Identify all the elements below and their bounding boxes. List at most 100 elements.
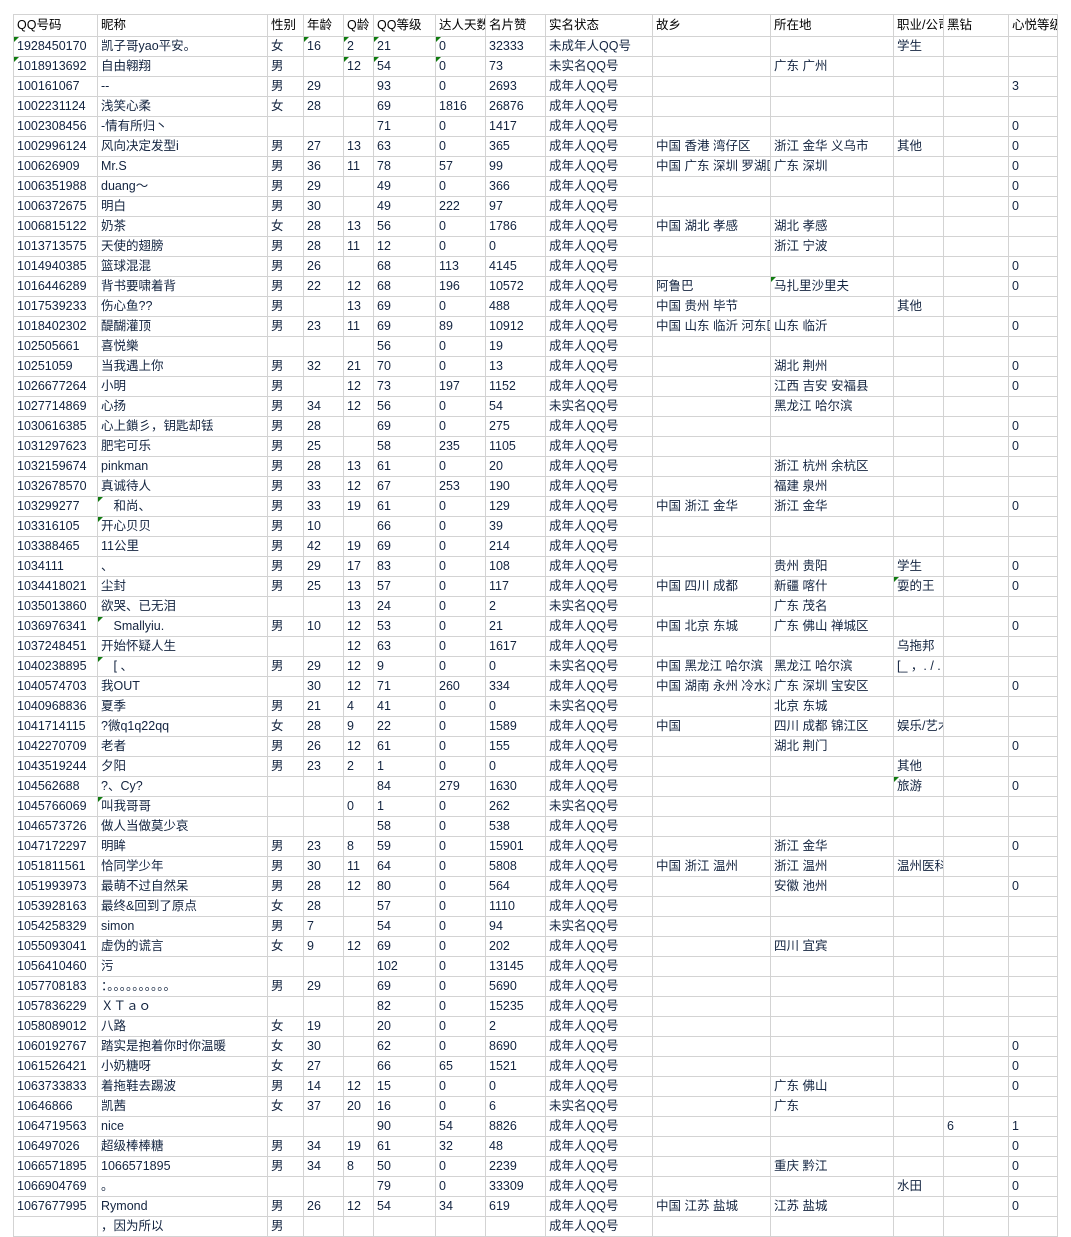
cell-daren-days[interactable]: 196 [435, 276, 486, 297]
cell-daren-days[interactable]: 0 [435, 556, 486, 577]
cell-qq[interactable]: 100626909 [13, 156, 98, 177]
cell-age[interactable] [303, 116, 344, 137]
cell-job[interactable] [893, 1216, 944, 1237]
cell-realname-status[interactable]: 成年人QQ号 [545, 216, 653, 237]
cell-realname-status[interactable]: 成年人QQ号 [545, 576, 653, 597]
cell-hometown[interactable] [652, 1016, 771, 1037]
cell-gender[interactable]: 女 [267, 1036, 304, 1057]
cell-card-likes[interactable]: 15235 [485, 996, 546, 1017]
cell-location[interactable] [770, 956, 894, 977]
cell-realname-status[interactable]: 成年人QQ号 [545, 776, 653, 797]
cell-gender[interactable]: 女 [267, 216, 304, 237]
cell-age[interactable]: 29 [303, 556, 344, 577]
cell-qq-level[interactable]: 70 [373, 356, 436, 377]
cell-job[interactable] [893, 896, 944, 917]
cell-black-diamond[interactable] [943, 276, 1009, 297]
cell-qq-level[interactable]: 102 [373, 956, 436, 977]
cell-job[interactable] [893, 276, 944, 297]
cell-age[interactable]: 28 [303, 896, 344, 917]
cell-qq[interactable]: 10251059 [13, 356, 98, 377]
cell-realname-status[interactable]: 成年人QQ号 [545, 1076, 653, 1097]
cell-job[interactable] [893, 596, 944, 617]
cell-black-diamond[interactable] [943, 596, 1009, 617]
cell-card-likes[interactable]: 97 [485, 196, 546, 217]
cell-xinyue-level[interactable]: 0 [1008, 196, 1058, 217]
cell-location[interactable]: 浙江 金华 义乌市 [770, 136, 894, 157]
cell-realname-status[interactable]: 成年人QQ号 [545, 856, 653, 877]
cell-black-diamond[interactable] [943, 1196, 1009, 1217]
cell-card-likes[interactable]: 262 [485, 796, 546, 817]
cell-location[interactable]: 四川 成都 锦江区 [770, 716, 894, 737]
cell-qq[interactable]: 106497026 [13, 1136, 98, 1157]
cell-qq-level[interactable]: 61 [373, 1136, 436, 1157]
cell-age[interactable]: 32 [303, 356, 344, 377]
cell-job[interactable] [893, 1096, 944, 1117]
cell-card-likes[interactable]: 155 [485, 736, 546, 757]
cell-realname-status[interactable]: 成年人QQ号 [545, 356, 653, 377]
cell-job[interactable] [893, 356, 944, 377]
cell-job[interactable] [893, 836, 944, 857]
cell-qage[interactable]: 11 [343, 316, 374, 337]
cell-xinyue-level[interactable]: 0 [1008, 1076, 1058, 1097]
cell-hometown[interactable] [652, 976, 771, 997]
cell-daren-days[interactable]: 54 [435, 1116, 486, 1137]
cell-nickname[interactable]: 最终&回到了原点 [97, 896, 268, 917]
cell-card-likes[interactable]: 2693 [485, 76, 546, 97]
cell-xinyue-level[interactable]: 0 [1008, 1136, 1058, 1157]
cell-black-diamond[interactable] [943, 996, 1009, 1017]
cell-qage[interactable]: 12 [343, 276, 374, 297]
cell-nickname[interactable]: 八路 [97, 1016, 268, 1037]
cell-qq[interactable]: 1041714115 [13, 716, 98, 737]
cell-job[interactable]: 水田 [893, 1176, 944, 1197]
cell-daren-days[interactable]: 0 [435, 976, 486, 997]
cell-realname-status[interactable]: 成年人QQ号 [545, 276, 653, 297]
cell-location[interactable]: 马扎里沙里夫 [770, 276, 894, 297]
cell-realname-status[interactable]: 成年人QQ号 [545, 336, 653, 357]
cell-age[interactable] [303, 56, 344, 77]
cell-job[interactable] [893, 616, 944, 637]
cell-daren-days[interactable]: 0 [435, 336, 486, 357]
cell-card-likes[interactable]: 20 [485, 456, 546, 477]
cell-realname-status[interactable]: 成年人QQ号 [545, 256, 653, 277]
cell-daren-days[interactable]: 235 [435, 436, 486, 457]
cell-card-likes[interactable]: 365 [485, 136, 546, 157]
cell-daren-days[interactable]: 0 [435, 1156, 486, 1177]
table-row[interactable]: 1037248451 开始怀疑人生 12 63 0 1617 成年人QQ号 乌拖邦 [13, 636, 1058, 657]
cell-job[interactable] [893, 1196, 944, 1217]
cell-qq[interactable]: 1014940385 [13, 256, 98, 277]
cell-location[interactable] [770, 416, 894, 437]
cell-location[interactable] [770, 896, 894, 917]
cell-realname-status[interactable]: 成年人QQ号 [545, 1116, 653, 1137]
cell-black-diamond[interactable] [943, 1216, 1009, 1237]
cell-realname-status[interactable]: 成年人QQ号 [545, 556, 653, 577]
cell-qage[interactable] [343, 436, 374, 457]
spreadsheet-container[interactable]: QQ号码 昵称 性别 年龄 Q龄 QQ等级 达人天数 名片赞 实名状态 故乡 所… [13, 14, 1058, 1237]
cell-daren-days[interactable]: 65 [435, 1056, 486, 1077]
cell-qq-level[interactable]: 93 [373, 76, 436, 97]
cell-realname-status[interactable]: 成年人QQ号 [545, 236, 653, 257]
cell-age[interactable]: 25 [303, 576, 344, 597]
cell-qage[interactable]: 12 [343, 656, 374, 677]
cell-daren-days[interactable]: 0 [435, 576, 486, 597]
cell-gender[interactable]: 男 [267, 696, 304, 717]
cell-location[interactable]: 北京 东城 [770, 696, 894, 717]
cell-qage[interactable]: 12 [343, 736, 374, 757]
cell-daren-days[interactable]: 0 [435, 916, 486, 937]
table-row[interactable]: 1064719563 nice 90 54 8826 成年人QQ号 6 1 [13, 1116, 1058, 1137]
cell-nickname[interactable]: 小奶糖呀 [97, 1056, 268, 1077]
cell-job[interactable] [893, 1016, 944, 1037]
cell-qage[interactable]: 8 [343, 836, 374, 857]
cell-nickname[interactable]: 超级棒棒糖 [97, 1136, 268, 1157]
cell-hometown[interactable] [652, 36, 771, 57]
cell-black-diamond[interactable] [943, 636, 1009, 657]
cell-daren-days[interactable]: 0 [435, 616, 486, 637]
cell-location[interactable]: 安徽 池州 [770, 876, 894, 897]
cell-black-diamond[interactable] [943, 816, 1009, 837]
cell-qage[interactable] [343, 956, 374, 977]
cell-daren-days[interactable]: 57 [435, 156, 486, 177]
cell-qage[interactable] [343, 916, 374, 937]
cell-nickname[interactable]: nice [97, 1116, 268, 1137]
cell-gender[interactable]: 男 [267, 856, 304, 877]
cell-location[interactable]: 广东 深圳 [770, 156, 894, 177]
cell-hometown[interactable] [652, 476, 771, 497]
